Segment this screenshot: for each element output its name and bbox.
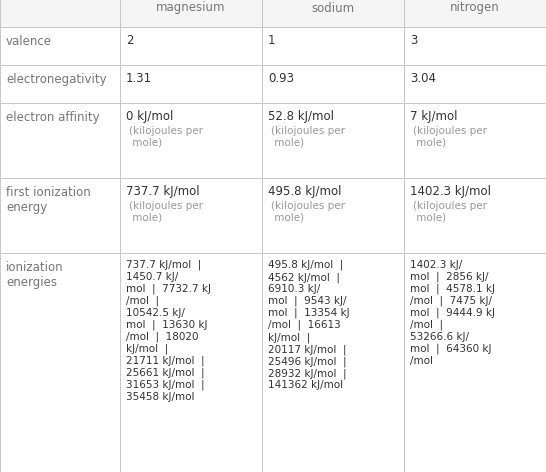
Text: magnesium: magnesium — [156, 1, 225, 15]
Bar — [120, 178, 262, 253]
Text: (kilojoules per
 mole): (kilojoules per mole) — [413, 126, 487, 148]
Text: (kilojoules per
 mole): (kilojoules per mole) — [129, 126, 203, 148]
Text: (kilojoules per
 mole): (kilojoules per mole) — [413, 201, 487, 223]
Bar — [120, 103, 262, 178]
Bar — [120, 27, 262, 65]
Text: 7 kJ/mol: 7 kJ/mol — [410, 110, 458, 123]
Text: 2: 2 — [126, 34, 134, 47]
Text: 52.8 kJ/mol: 52.8 kJ/mol — [268, 110, 334, 123]
Text: 1402.3 kJ/
mol  |  2856 kJ/
mol  |  4578.1 kJ
/mol  |  7475 kJ/
mol  |  9444.9 k: 1402.3 kJ/ mol | 2856 kJ/ mol | 4578.1 k… — [410, 260, 495, 366]
Bar — [404, 253, 546, 472]
Text: first ionization
energy: first ionization energy — [6, 186, 91, 214]
Text: (kilojoules per
 mole): (kilojoules per mole) — [271, 201, 345, 223]
Text: (kilojoules per
 mole): (kilojoules per mole) — [129, 201, 203, 223]
Text: valence: valence — [6, 35, 52, 48]
Bar — [262, 0, 404, 27]
Bar — [262, 253, 404, 472]
Text: 1402.3 kJ/mol: 1402.3 kJ/mol — [410, 185, 491, 198]
Text: 495.8 kJ/mol: 495.8 kJ/mol — [268, 185, 341, 198]
Bar — [0, 27, 120, 65]
Text: 1.31: 1.31 — [126, 72, 152, 85]
Text: sodium: sodium — [311, 1, 354, 15]
Bar — [404, 0, 546, 27]
Bar — [120, 253, 262, 472]
Text: 1: 1 — [268, 34, 276, 47]
Text: electronegativity: electronegativity — [6, 73, 106, 86]
Bar — [262, 103, 404, 178]
Text: 737.7 kJ/mol  |
1450.7 kJ/
mol  |  7732.7 kJ
/mol  |
10542.5 kJ/
mol  |  13630 k: 737.7 kJ/mol | 1450.7 kJ/ mol | 7732.7 k… — [126, 260, 211, 402]
Bar — [0, 0, 120, 27]
Bar — [262, 27, 404, 65]
Bar — [404, 27, 546, 65]
Bar — [120, 65, 262, 103]
Bar — [262, 65, 404, 103]
Text: electron affinity: electron affinity — [6, 111, 99, 124]
Bar — [404, 178, 546, 253]
Text: 3: 3 — [410, 34, 417, 47]
Text: 0 kJ/mol: 0 kJ/mol — [126, 110, 174, 123]
Bar — [0, 103, 120, 178]
Text: ionization
energies: ionization energies — [6, 261, 64, 289]
Text: nitrogen: nitrogen — [450, 1, 500, 15]
Bar — [262, 178, 404, 253]
Bar — [120, 0, 262, 27]
Text: (kilojoules per
 mole): (kilojoules per mole) — [271, 126, 345, 148]
Text: 0.93: 0.93 — [268, 72, 294, 85]
Bar — [0, 65, 120, 103]
Bar — [0, 253, 120, 472]
Text: 737.7 kJ/mol: 737.7 kJ/mol — [126, 185, 200, 198]
Text: 495.8 kJ/mol  |
4562 kJ/mol  |
6910.3 kJ/
mol  |  9543 kJ/
mol  |  13354 kJ
/mol: 495.8 kJ/mol | 4562 kJ/mol | 6910.3 kJ/ … — [268, 260, 349, 390]
Bar — [404, 103, 546, 178]
Bar — [404, 65, 546, 103]
Text: 3.04: 3.04 — [410, 72, 436, 85]
Bar — [0, 178, 120, 253]
